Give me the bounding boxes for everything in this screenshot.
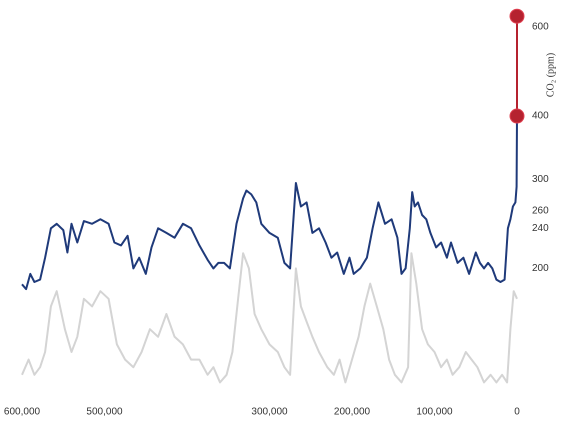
y-tick-label: 240 <box>532 223 549 234</box>
y-tick-label: 300 <box>532 174 549 185</box>
data-point <box>509 8 525 24</box>
x-tick-label: 0 <box>514 407 520 418</box>
data-point <box>509 108 525 124</box>
y-tick-label: 260 <box>532 205 549 216</box>
x-tick-label: 100,000 <box>416 407 453 418</box>
y-tick-label: 200 <box>532 263 549 274</box>
y-axis-label: CO₂ (ppm) <box>545 53 556 97</box>
x-tick-label: 300,000 <box>251 407 288 418</box>
secondary-line <box>21 252 518 384</box>
x-tick-label: 600,000 <box>4 407 41 418</box>
co2-line <box>21 115 518 291</box>
y-tick-label: 400 <box>532 111 549 122</box>
x-tick-label: 500,000 <box>86 407 123 418</box>
x-tick-label: 200,000 <box>334 407 371 418</box>
y-tick-label: 600 <box>532 22 549 33</box>
